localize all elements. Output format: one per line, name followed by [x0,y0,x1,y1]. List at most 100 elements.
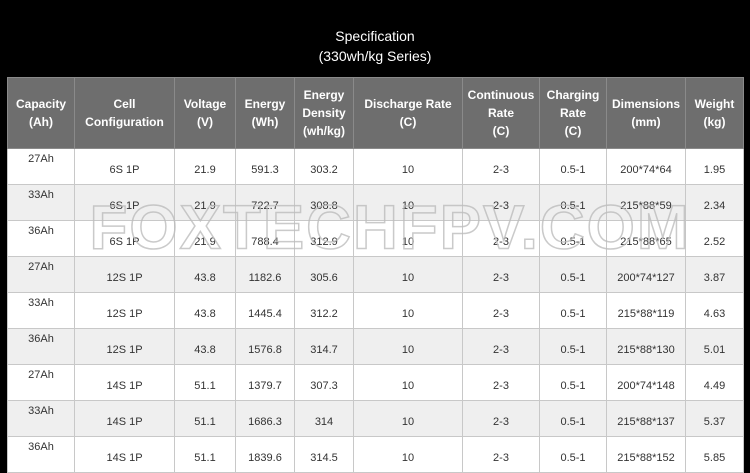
table-cell: 215*88*119 [606,292,686,329]
table-cell: 6S 1P [74,148,175,185]
table-cell: 5.01 [685,328,744,365]
table-cell: 215*88*130 [606,328,686,365]
table-cell: 1576.8 [235,328,295,365]
table-cell: 2-3 [462,148,540,185]
table-cell: 33Ah [7,400,75,437]
table-cell: 200*74*64 [606,148,686,185]
table-cell: 2-3 [462,256,540,293]
header-cell: Continuous Rate (C) [462,77,540,149]
table-cell: 27Ah [7,364,75,401]
table-cell: 0.5-1 [539,400,607,437]
table-cell: 312.9 [294,220,354,257]
table-row: 36Ah 12S 1P 43.8 1576.8 314.7 10 2-3 0.5-1 215*8… [7,328,744,365]
table-cell: 43.8 [174,328,236,365]
table-cell: 6S 1P [74,220,175,257]
table-cell: 10 [353,328,463,365]
table-cell: 43.8 [174,256,236,293]
table-cell: 215*88*59 [606,184,686,221]
table-cell: 200*74*148 [606,364,686,401]
table-cell: 21.9 [174,220,236,257]
table-cell: 314.5 [294,436,354,473]
table-cell: 51.1 [174,364,236,401]
table-cell: 10 [353,364,463,401]
title-bar: Specification (330wh/kg Series) [0,0,750,77]
header-cell: Discharge Rate (C) [353,77,463,149]
table-cell: 1379.7 [235,364,295,401]
table-cell: 591.3 [235,148,295,185]
table-cell: 0.5-1 [539,220,607,257]
table-cell: 1445.4 [235,292,295,329]
table-cell: 5.37 [685,400,744,437]
table-cell: 2-3 [462,364,540,401]
table-cell: 2-3 [462,328,540,365]
table-cell: 2.34 [685,184,744,221]
table-cell: 2-3 [462,184,540,221]
table-cell: 215*88*152 [606,436,686,473]
table-cell: 0.5-1 [539,148,607,185]
table-cell: 27Ah [7,256,75,293]
table-cell: 4.63 [685,292,744,329]
table-cell: 36Ah [7,328,75,365]
table-cell: 14S 1P [74,436,175,473]
table-cell: 10 [353,184,463,221]
table-cell: 1182.6 [235,256,295,293]
table-cell: 10 [353,220,463,257]
table-cell: 10 [353,292,463,329]
table-cell: 722.7 [235,184,295,221]
table-cell: 215*88*137 [606,400,686,437]
table-row: 33Ah 14S 1P 51.1 1686.3 314 10 2-3 0.5-1 215*88*… [7,400,744,437]
title: Specification [335,28,415,44]
table-cell: 10 [353,436,463,473]
table-cell: 200*74*127 [606,256,686,293]
table-row: 33Ah 6S 1P 21.9 722.7 308.8 10 2-3 0.5-1 215*88*… [7,184,744,221]
table-cell: 14S 1P [74,400,175,437]
table-cell: 33Ah [7,292,75,329]
table-cell: 0.5-1 [539,292,607,329]
table-cell: 1839.6 [235,436,295,473]
table-cell: 10 [353,400,463,437]
table-cell: 21.9 [174,184,236,221]
header-cell: Voltage (V) [174,77,236,149]
header-cell: Energy (Wh) [235,77,295,149]
table-cell: 14S 1P [74,364,175,401]
table-cell: 2.52 [685,220,744,257]
table-row: 27Ah 6S 1P 21.9 591.3 303.2 10 2-3 0.5-1 200*74*… [7,148,744,185]
table-cell: 312.2 [294,292,354,329]
table-cell: 10 [353,256,463,293]
table-cell: 12S 1P [74,256,175,293]
table-cell: 2-3 [462,400,540,437]
table-cell: 305.6 [294,256,354,293]
table-row: 36Ah 6S 1P 21.9 788.4 312.9 10 2-3 0.5-1 215*88*… [7,220,744,257]
table-cell: 1686.3 [235,400,295,437]
table-row: 27Ah 12S 1P 43.8 1182.6 305.6 10 2-3 0.5-1 200*7… [7,256,744,293]
table-body: 27Ah 6S 1P 21.9 591.3 303.2 10 2-3 0.5-1 200*74*… [7,148,744,473]
table-cell: 33Ah [7,184,75,221]
table-cell: 314.7 [294,328,354,365]
table-cell: 21.9 [174,148,236,185]
header-cell: Energy Density (wh/kg) [294,77,354,149]
table-cell: 0.5-1 [539,328,607,365]
table-cell: 36Ah [7,436,75,473]
table-cell: 12S 1P [74,328,175,365]
table-cell: 2-3 [462,436,540,473]
table-row: 27Ah 14S 1P 51.1 1379.7 307.3 10 2-3 0.5-1 200*7… [7,364,744,401]
table-cell: 10 [353,148,463,185]
table-cell: 2-3 [462,292,540,329]
table-cell: 215*88*65 [606,220,686,257]
table-cell: 51.1 [174,400,236,437]
table-cell: 6S 1P [74,184,175,221]
table-cell: 36Ah [7,220,75,257]
table-cell: 51.1 [174,436,236,473]
header-cell: Charging Rate (C) [539,77,607,149]
subtitle: (330wh/kg Series) [318,48,432,64]
table-cell: 0.5-1 [539,364,607,401]
table-cell: 43.8 [174,292,236,329]
table-cell: 303.2 [294,148,354,185]
spec-table: Capacity (Ah) Cell Configuration Voltage (… [7,77,744,473]
table-cell: 3.87 [685,256,744,293]
header-cell: Capacity (Ah) [7,77,75,149]
table-cell: 2-3 [462,220,540,257]
header-cell: Dimensions (mm) [606,77,686,149]
table-row: 36Ah 14S 1P 51.1 1839.6 314.5 10 2-3 0.5-1 215*8… [7,436,744,473]
